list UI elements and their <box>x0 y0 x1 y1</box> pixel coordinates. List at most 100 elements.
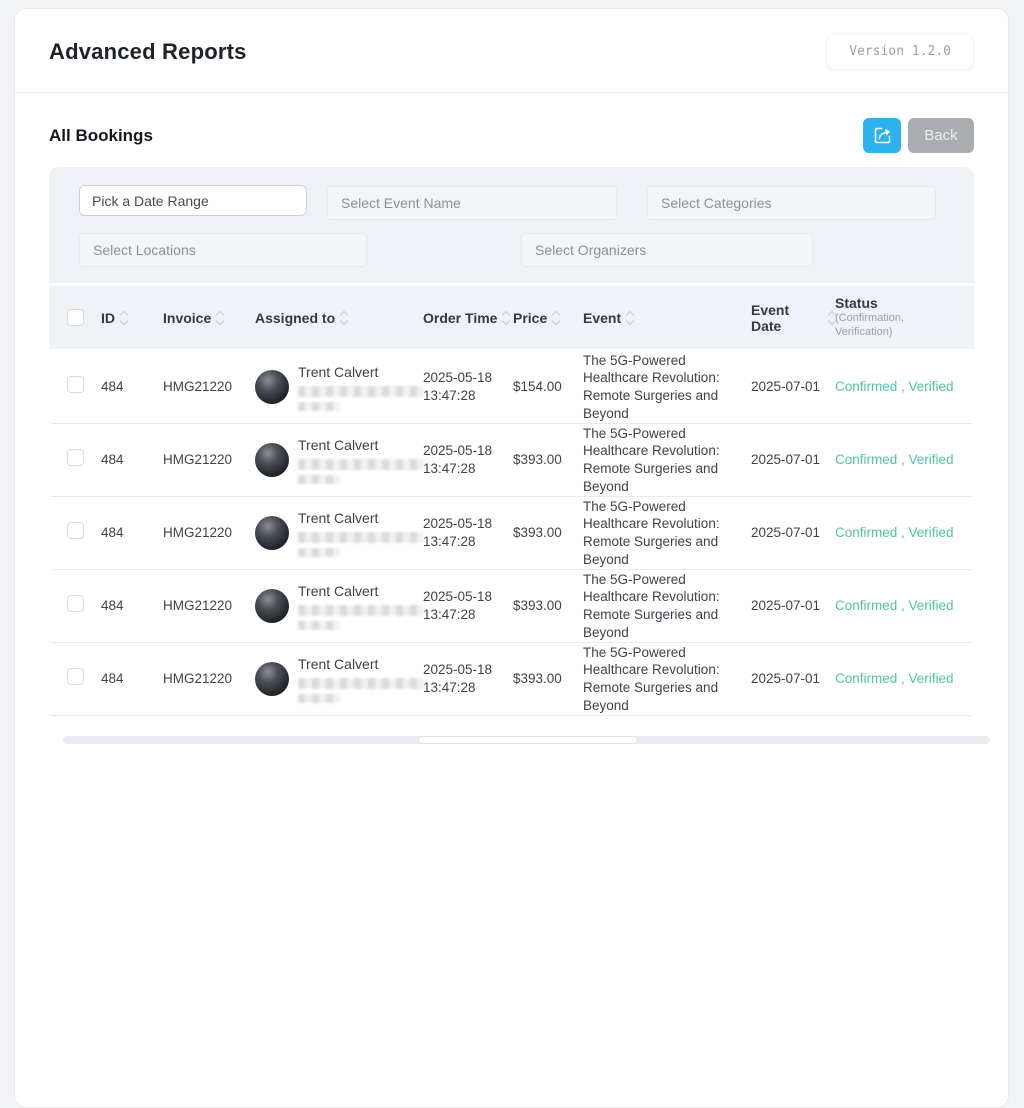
organizers-select[interactable]: Select Organizers <box>521 233 813 267</box>
sort-icon[interactable] <box>625 310 635 325</box>
column-header-assigned-to[interactable]: Assigned to <box>255 310 423 326</box>
row-event-date: 2025-07-01 <box>751 379 821 395</box>
row-id: 484 <box>101 525 124 541</box>
row-invoice: HMG21220 <box>163 598 233 614</box>
row-checkbox[interactable] <box>67 522 84 540</box>
row-order-time: 2025-05-18 13:47:28 <box>423 515 513 550</box>
row-status: Confirmed , Verified <box>835 525 954 541</box>
back-button[interactable]: Back <box>908 118 974 153</box>
order-date: 2025-05-18 <box>423 370 493 386</box>
row-price: $393.00 <box>513 525 562 541</box>
row-checkbox[interactable] <box>67 668 84 686</box>
section-head: All Bookings Back <box>15 93 1008 167</box>
column-header-order-time[interactable]: Order Time <box>423 310 513 326</box>
row-assigned-to: Trent Calvert <box>255 582 424 630</box>
row-event-date: 2025-07-01 <box>751 598 821 614</box>
row-price: $393.00 <box>513 452 562 468</box>
order-date: 2025-05-18 <box>423 662 493 678</box>
sort-icon[interactable] <box>502 310 511 325</box>
event-name-select-placeholder: Select Event Name <box>341 195 461 211</box>
column-header-event-date[interactable]: Event Date <box>751 302 837 334</box>
redacted-contact <box>298 677 424 689</box>
date-range-input[interactable] <box>79 185 307 216</box>
assignee-name: Trent Calvert <box>298 656 379 673</box>
assignee-name: Trent Calvert <box>298 437 379 454</box>
row-event: The 5G-Powered Healthcare Revolution: Re… <box>583 352 720 421</box>
order-time: 13:47:28 <box>423 607 476 622</box>
section-title: All Bookings <box>49 125 153 145</box>
sort-icon[interactable] <box>216 310 225 325</box>
row-invoice: HMG21220 <box>163 452 233 468</box>
row-order-time: 2025-05-18 13:47:28 <box>423 588 513 623</box>
redacted-contact <box>298 531 424 543</box>
assignee-name: Trent Calvert <box>298 583 379 600</box>
table-header: ID Invoice Assigned to Order Time Price … <box>49 286 974 349</box>
sort-icon[interactable] <box>119 310 129 325</box>
row-assigned-to: Trent Calvert <box>255 436 424 484</box>
scrollbar-thumb[interactable] <box>418 736 638 744</box>
sort-icon[interactable] <box>339 310 349 325</box>
avatar <box>255 662 289 696</box>
row-invoice: HMG21220 <box>163 379 233 395</box>
categories-select[interactable]: Select Categories <box>647 186 936 220</box>
row-price: $393.00 <box>513 671 562 687</box>
sort-icon[interactable] <box>552 310 561 325</box>
advanced-reports-card: Advanced Reports Version 1.2.0 All Booki… <box>14 8 1009 1108</box>
row-checkbox[interactable] <box>67 595 84 613</box>
section-actions: Back <box>863 118 974 153</box>
column-header-id[interactable]: ID <box>101 310 163 326</box>
column-header-event[interactable]: Event <box>583 310 751 326</box>
row-order-time: 2025-05-18 13:47:28 <box>423 369 513 404</box>
row-id: 484 <box>101 379 124 395</box>
page-title: Advanced Reports <box>49 38 247 64</box>
row-order-time: 2025-05-18 13:47:28 <box>423 442 513 477</box>
redacted-contact <box>298 474 340 484</box>
row-id: 484 <box>101 598 124 614</box>
event-name-select[interactable]: Select Event Name <box>327 186 617 220</box>
table-row: 484 HMG21220 Trent Calvert 2025-05-18 13… <box>49 424 974 497</box>
filter-row-1: Select Event Name Select Categories <box>79 185 944 220</box>
row-order-time: 2025-05-18 13:47:28 <box>423 661 513 696</box>
table-row: 484 HMG21220 Trent Calvert 2025-05-18 13… <box>49 570 974 643</box>
redacted-contact <box>298 401 340 411</box>
row-assigned-to: Trent Calvert <box>255 509 424 557</box>
row-assigned-to: Trent Calvert <box>255 655 424 703</box>
redacted-contact <box>298 458 424 470</box>
row-status: Confirmed , Verified <box>835 598 954 614</box>
redacted-contact <box>298 385 424 397</box>
order-date: 2025-05-18 <box>423 443 493 459</box>
table-body: 484 HMG21220 Trent Calvert 2025-05-18 13… <box>49 351 974 716</box>
header-select-all <box>67 309 101 326</box>
order-time: 13:47:28 <box>423 534 476 549</box>
avatar <box>255 516 289 550</box>
row-status: Confirmed , Verified <box>835 671 954 687</box>
export-button[interactable] <box>863 118 901 153</box>
row-event-date: 2025-07-01 <box>751 452 821 468</box>
redacted-contact <box>298 620 340 630</box>
filters-bar: Select Event Name Select Categories Sele… <box>49 167 974 283</box>
locations-select[interactable]: Select Locations <box>79 233 367 267</box>
row-event: The 5G-Powered Healthcare Revolution: Re… <box>583 644 720 713</box>
table-row: 484 HMG21220 Trent Calvert 2025-05-18 13… <box>49 351 974 424</box>
row-event-date: 2025-07-01 <box>751 525 821 541</box>
column-header-status: Status (Confirmation, Verification) <box>835 295 956 340</box>
column-header-price[interactable]: Price <box>513 310 583 326</box>
row-assigned-to: Trent Calvert <box>255 363 424 411</box>
row-price: $393.00 <box>513 598 562 614</box>
order-time: 13:47:28 <box>423 680 476 695</box>
organizers-select-placeholder: Select Organizers <box>535 242 647 258</box>
row-invoice: HMG21220 <box>163 525 233 541</box>
redacted-contact <box>298 693 340 703</box>
row-checkbox[interactable] <box>67 449 84 467</box>
locations-select-placeholder: Select Locations <box>93 242 196 258</box>
horizontal-scrollbar[interactable] <box>63 736 990 744</box>
select-all-checkbox[interactable] <box>67 309 84 326</box>
row-event: The 5G-Powered Healthcare Revolution: Re… <box>583 571 720 640</box>
column-header-invoice[interactable]: Invoice <box>163 310 255 326</box>
row-status: Confirmed , Verified <box>835 452 954 468</box>
row-price: $154.00 <box>513 379 562 395</box>
redacted-contact <box>298 604 424 616</box>
order-time: 13:47:28 <box>423 461 476 476</box>
card-header: Advanced Reports Version 1.2.0 <box>15 9 1008 93</box>
row-checkbox[interactable] <box>67 376 84 394</box>
